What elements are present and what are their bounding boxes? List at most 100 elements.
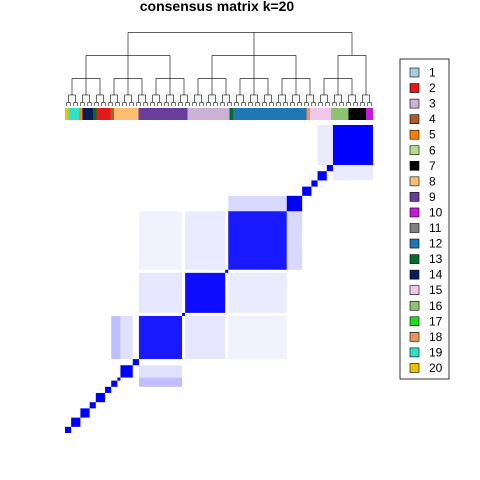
- annotation-cell-69: [306, 108, 311, 120]
- legend-swatch-7: [409, 161, 420, 171]
- heatmap-block-0: [65, 426, 72, 433]
- class-annotation-bar: [65, 108, 374, 120]
- annotation-cell-6: [86, 108, 90, 120]
- annotation-cell-63: [285, 108, 290, 120]
- annotation-cell-21: [138, 108, 143, 120]
- legend-swatch-12: [409, 238, 420, 249]
- annotation-cell-33: [180, 108, 185, 120]
- annotation-cell-40: [205, 108, 209, 120]
- annotation-cell-75: [327, 108, 332, 120]
- legend-label-6: 6: [429, 143, 436, 157]
- annotation-cell-71: [313, 108, 318, 120]
- heatmap-offdiag-4-1: [120, 315, 133, 360]
- legend-swatch-9: [409, 192, 420, 202]
- annotation-cell-76: [331, 108, 335, 120]
- annotation-cell-16: [121, 108, 125, 120]
- annotation-cell-64: [289, 108, 293, 120]
- annotation-cell-86: [366, 108, 370, 120]
- heatmap-offdiag-3-1: [111, 315, 121, 360]
- heatmap-block-5: [105, 386, 112, 393]
- legend-swatch-11: [409, 223, 420, 233]
- heatmap-block-7: [117, 377, 121, 381]
- annotation-cell-19: [131, 108, 136, 120]
- annotation-cell-79: [341, 108, 346, 120]
- heatmap-offdiag-0-1: [138, 272, 183, 313]
- legend-swatch-16: [409, 300, 420, 311]
- legend-label-5: 5: [429, 128, 436, 142]
- annotation-cell-34: [184, 108, 188, 120]
- annotation-cell-84: [359, 108, 363, 120]
- legend-swatch-13: [409, 254, 420, 264]
- heatmap-block-16: [302, 186, 312, 196]
- annotation-cell-7: [89, 108, 94, 120]
- dendrogram: [66, 32, 372, 106]
- legend-label-12: 12: [429, 237, 443, 251]
- annotation-cell-15: [117, 108, 122, 120]
- annotation-cell-85: [362, 108, 367, 120]
- annotation-cell-23: [145, 108, 150, 120]
- heatmap-offdiag-0-0: [185, 315, 226, 360]
- heatmap-offdiag-2-1: [138, 211, 183, 270]
- heatmap-block-18: [317, 171, 327, 181]
- annotation-cell-59: [271, 108, 276, 120]
- heatmap-block-8: [120, 365, 133, 378]
- annotation-cell-1: [68, 108, 73, 120]
- annotation-cell-54: [254, 108, 258, 120]
- annotation-cell-2: [72, 108, 76, 120]
- annotation-cell-58: [268, 108, 272, 120]
- annotation-cell-8: [93, 108, 97, 120]
- annotation-cell-56: [261, 108, 265, 120]
- heatmap-block-15: [286, 195, 303, 212]
- legend-swatch-17: [409, 316, 420, 327]
- annotation-cell-31: [173, 108, 178, 120]
- heatmap-offdiag-2-0: [228, 315, 287, 360]
- annotation-cell-27: [159, 108, 164, 120]
- annotation-cell-32: [177, 108, 181, 120]
- legend-swatch-20: [409, 363, 420, 373]
- annotation-cell-14: [114, 108, 118, 120]
- legend-label-3: 3: [429, 97, 436, 111]
- legend-label-10: 10: [429, 205, 443, 219]
- legend-swatch-2: [409, 83, 420, 93]
- heatmap-block-13: [225, 269, 229, 273]
- annotation-cell-25: [152, 108, 157, 120]
- annotation-cell-77: [334, 108, 339, 120]
- legend-label-7: 7: [429, 159, 436, 173]
- annotation-cell-53: [250, 108, 255, 120]
- heatmap-block-1: [71, 417, 81, 427]
- legend-label-18: 18: [429, 330, 443, 344]
- annotation-cell-50: [240, 108, 244, 120]
- legend-swatch-19: [409, 347, 420, 358]
- annotation-cell-17: [124, 108, 129, 120]
- heatmap-block-2: [80, 408, 90, 418]
- legend-label-2: 2: [429, 81, 436, 95]
- annotation-cell-43: [215, 108, 220, 120]
- annotation-cell-29: [166, 108, 171, 120]
- legend-swatch-3: [409, 98, 420, 109]
- heatmap-block-14: [228, 211, 287, 270]
- legend-label-19: 19: [429, 345, 443, 359]
- annotation-cell-10: [100, 108, 104, 120]
- chart-title: consensus matrix k=20: [140, 0, 295, 14]
- legend-swatch-5: [409, 129, 420, 140]
- annotation-cell-49: [236, 108, 241, 120]
- annotation-cell-37: [194, 108, 199, 120]
- annotation-cell-30: [170, 108, 174, 120]
- annotation-cell-74: [324, 108, 328, 120]
- legend-label-14: 14: [429, 268, 443, 282]
- annotation-cell-26: [156, 108, 160, 120]
- annotation-cell-35: [187, 108, 192, 120]
- annotation-cell-28: [163, 108, 167, 120]
- annotation-cell-44: [219, 108, 223, 120]
- annotation-cell-57: [264, 108, 269, 120]
- annotation-cell-72: [317, 108, 321, 120]
- legend-label-8: 8: [429, 174, 436, 188]
- legend-swatch-4: [409, 114, 420, 124]
- annotation-cell-66: [296, 108, 300, 120]
- heatmap-offdiag-3-0: [138, 377, 183, 387]
- annotation-cell-73: [320, 108, 325, 120]
- annotation-cell-3: [75, 108, 80, 120]
- annotation-cell-81: [348, 108, 353, 120]
